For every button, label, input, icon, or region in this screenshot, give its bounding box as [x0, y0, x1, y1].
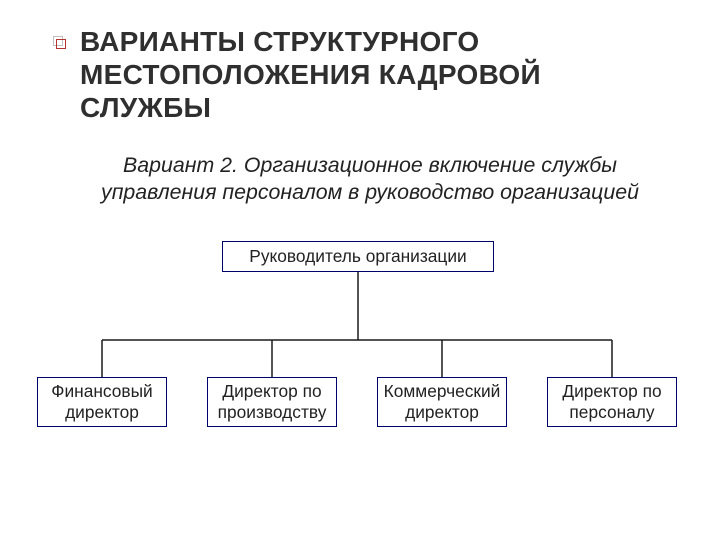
org-node-hr-label: Директор по персоналу [554, 381, 670, 423]
org-node-finance-label: Финансовый директор [44, 381, 160, 423]
subtitle: Вариант 2. Организационное включение слу… [100, 152, 640, 207]
org-node-hr: Директор по персоналу [547, 377, 677, 427]
org-node-commerce: Коммерческий директор [377, 377, 507, 427]
org-node-production-label: Директор по производству [214, 381, 330, 423]
heading-bullet [53, 36, 63, 46]
org-node-root: Руководитель организации [222, 241, 494, 272]
org-node-production: Директор по производству [207, 377, 337, 427]
org-node-finance: Финансовый директор [37, 377, 167, 427]
org-node-root-label: Руководитель организации [249, 246, 466, 267]
page-title: ВАРИАНТЫ СТРУКТУРНОГО МЕСТОПОЛОЖЕНИЯ КАД… [80, 25, 640, 124]
bullet-inner [56, 39, 66, 49]
org-node-commerce-label: Коммерческий директор [384, 381, 501, 423]
